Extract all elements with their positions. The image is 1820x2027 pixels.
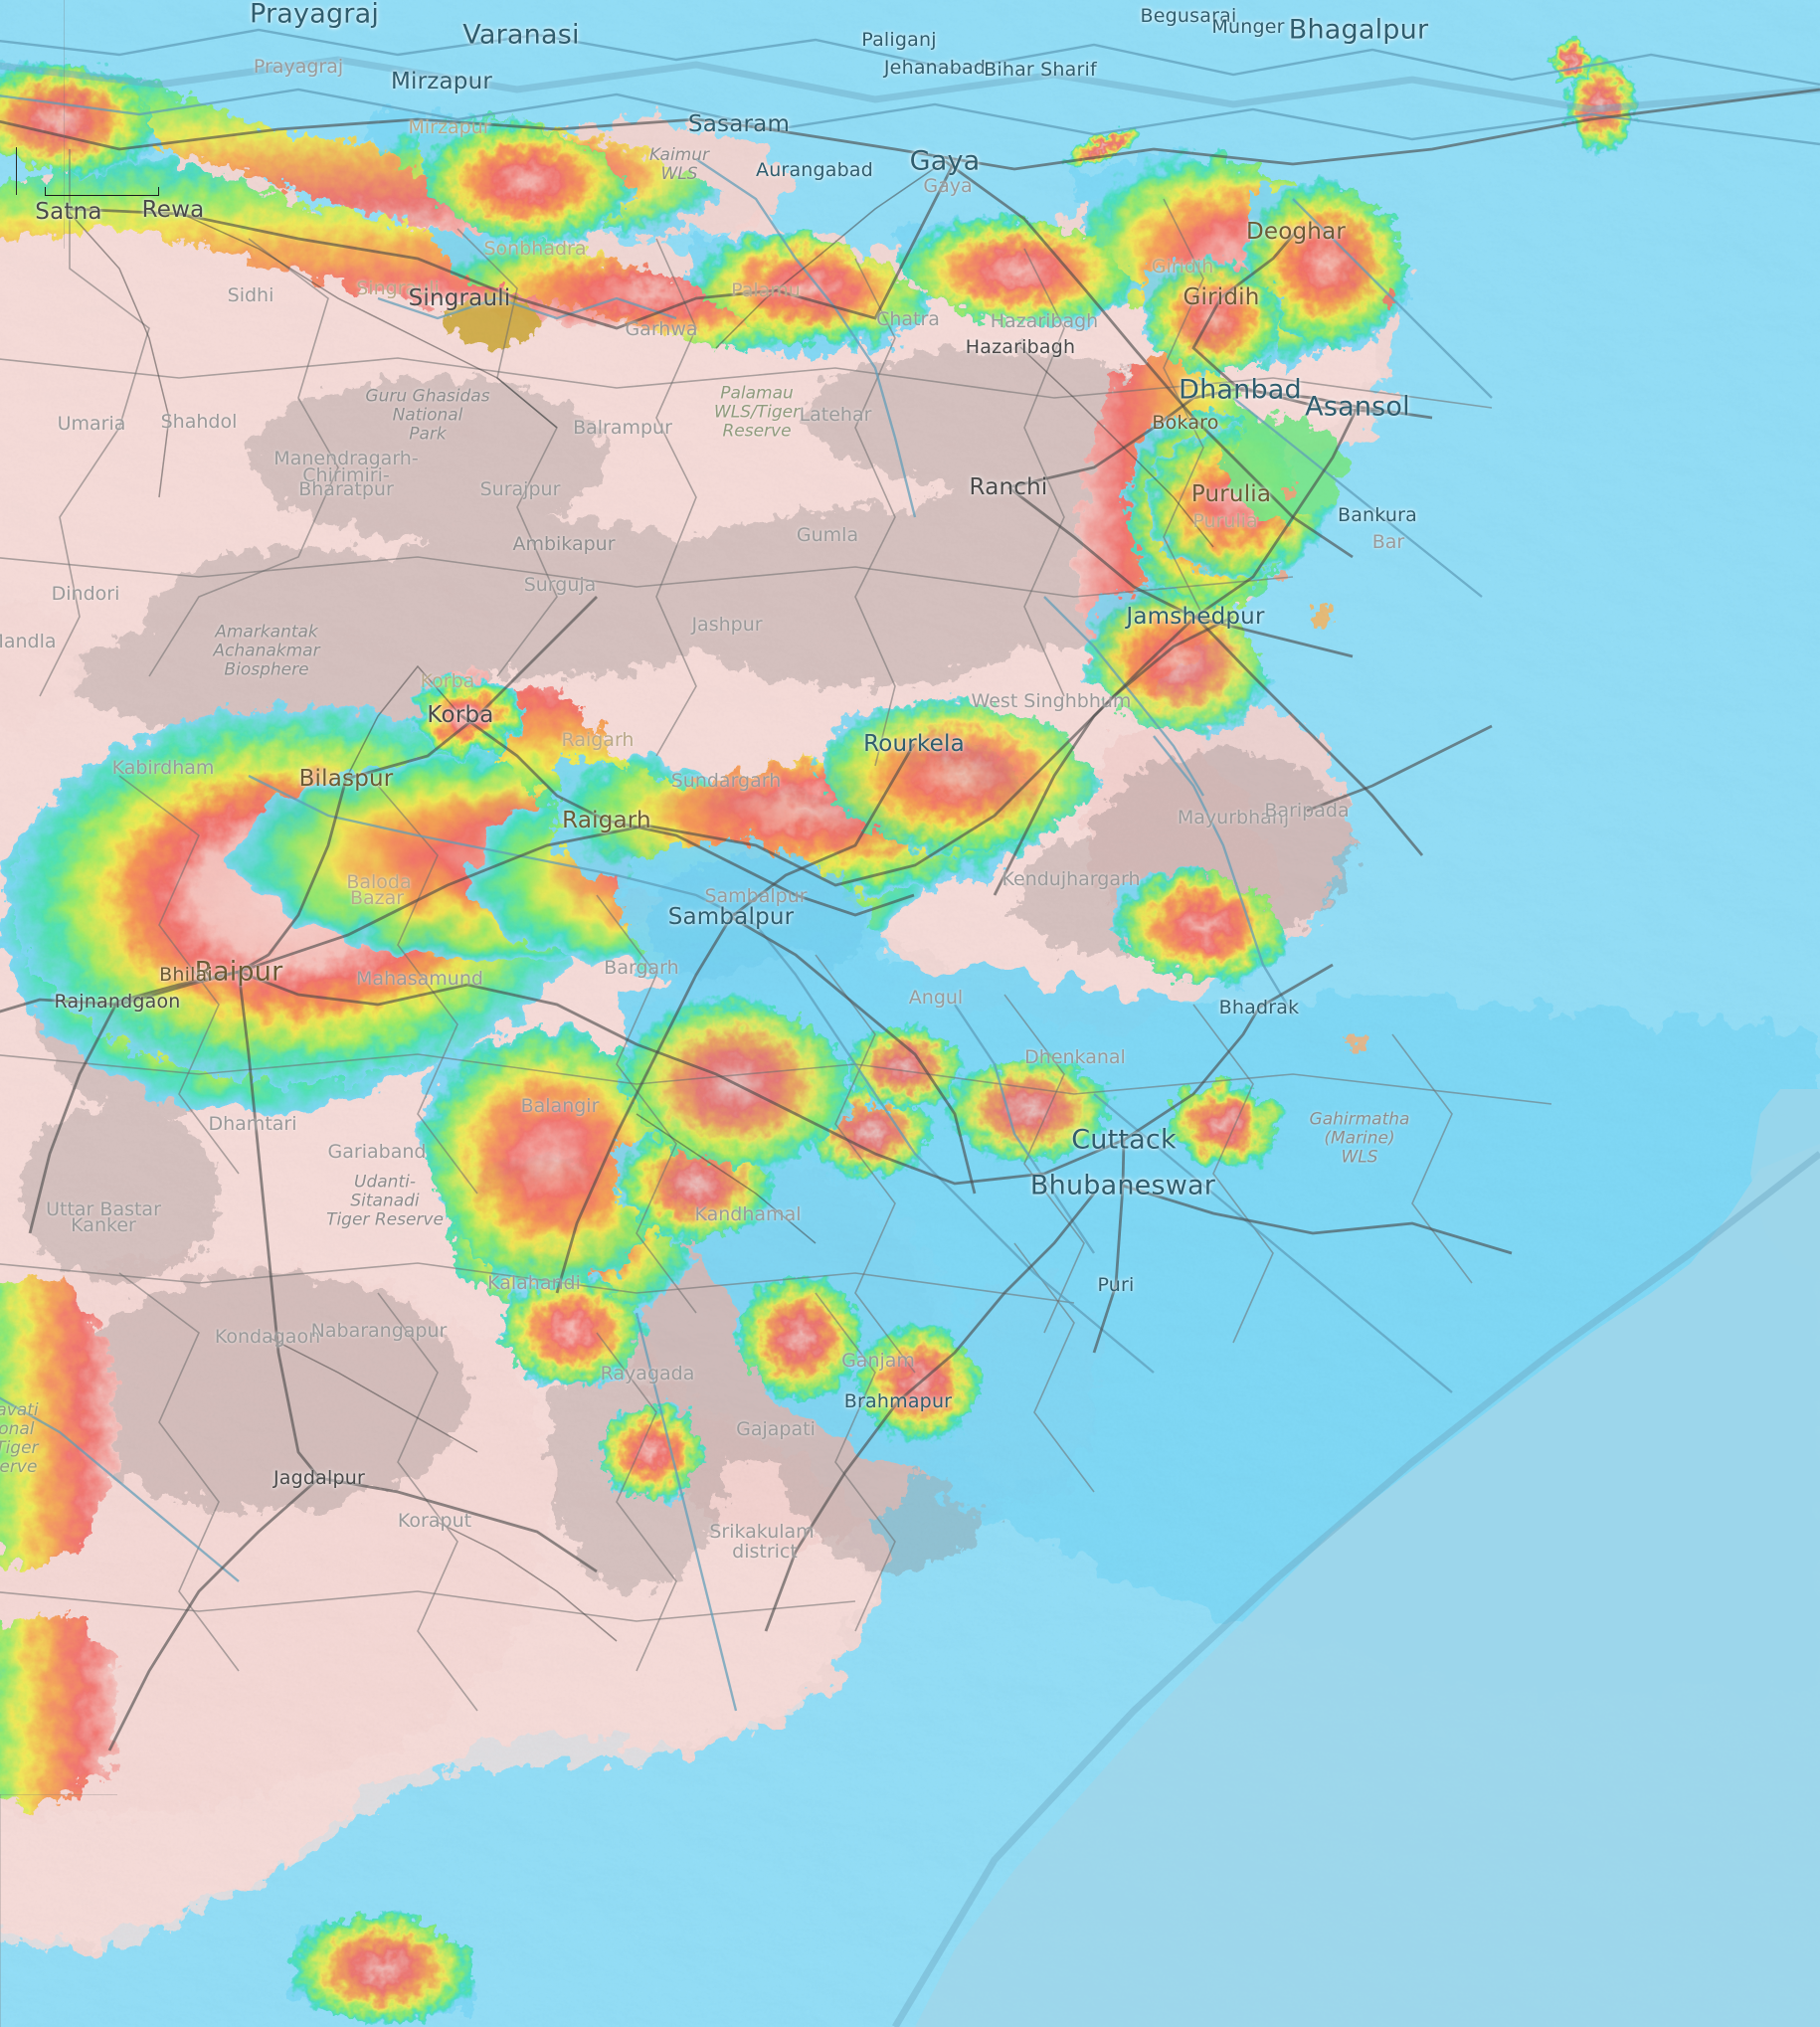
tile-seam-vertical (64, 0, 65, 249)
scale-tick (16, 147, 17, 195)
tile-seam-horizontal (0, 1794, 117, 1795)
gahirmatha-bay (1750, 1089, 1820, 1273)
bay-of-bengal (915, 1144, 1820, 2027)
tile-seam-vertical-2 (0, 1794, 1, 2027)
scale-bar (45, 187, 159, 196)
